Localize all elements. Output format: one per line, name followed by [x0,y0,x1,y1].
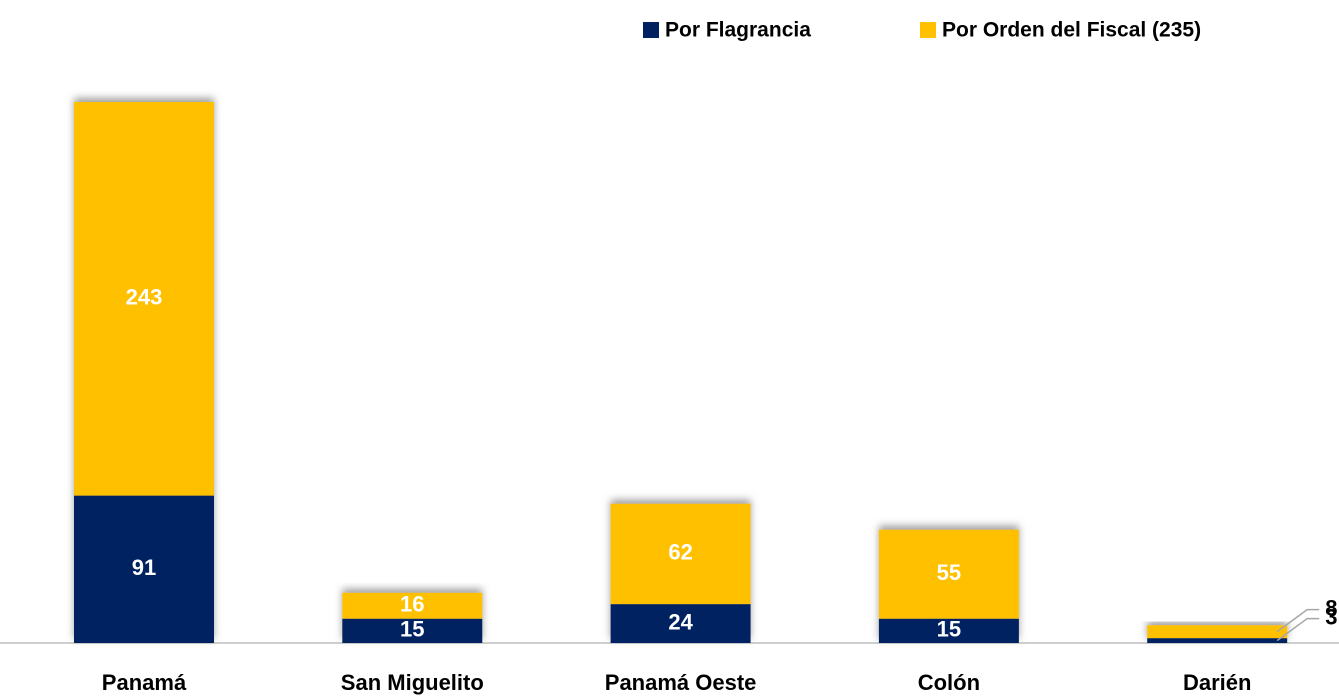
data-label: 15 [400,617,424,642]
bar-segment [342,592,483,619]
bar-group [342,592,483,643]
x-tick-label: Darién [1183,670,1251,695]
data-label: 243 [126,285,163,310]
bar-group [878,529,1019,643]
bar-segment [878,529,1019,619]
bar-group [1147,625,1288,643]
leader-line [1276,608,1320,633]
bar-segment [1147,625,1288,639]
bar-segment [610,604,751,643]
bar-segment [74,495,214,643]
legend-label: Por Flagrancia [665,19,811,42]
data-label: 62 [668,540,692,565]
data-label: 8 [1325,595,1337,620]
bar-segment [342,618,483,643]
data-label: 55 [937,560,961,585]
data-label: 91 [132,555,156,580]
x-tick-label: Colón [918,670,980,695]
bar-group [74,102,214,643]
bar-segment [1147,638,1288,643]
data-label: 15 [937,617,961,642]
data-label: 24 [668,609,693,634]
x-tick-label: Panamá Oeste [605,670,757,695]
data-label: 3 [1325,604,1337,629]
bar-segment [74,102,214,496]
bar-group [610,503,751,643]
x-tick-label: San Miguelito [341,670,484,695]
data-label: 16 [400,592,424,617]
bar-segment [610,503,751,605]
leader-line [1276,617,1320,642]
bar-segment [878,618,1019,643]
legend-swatch [643,22,659,38]
legend-label: Por Orden del Fiscal (235) [942,19,1201,42]
x-tick-label: Panamá [102,670,187,695]
legend-swatch [920,22,936,38]
